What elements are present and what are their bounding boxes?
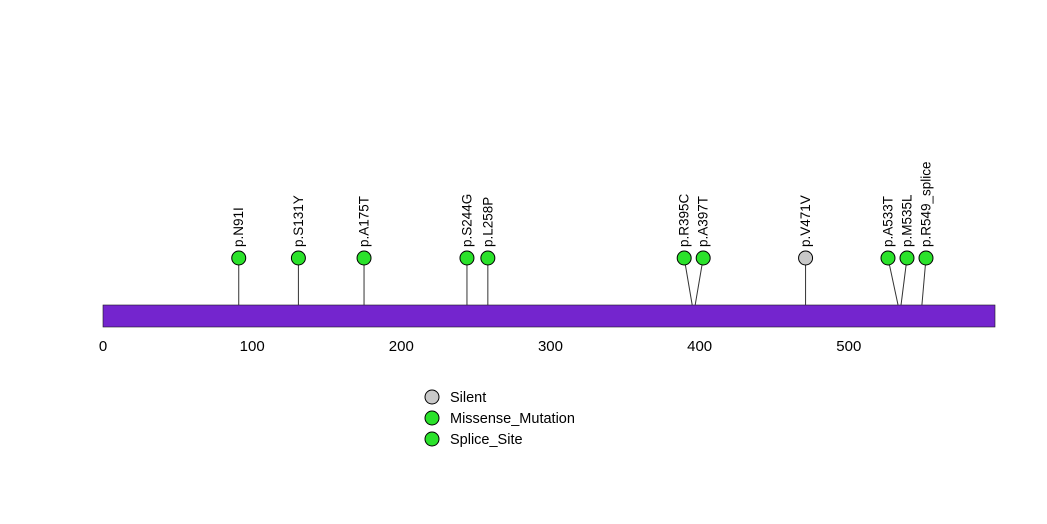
mutation-label: p.L258P (480, 197, 495, 247)
mutation-lollipop (480, 250, 496, 266)
mutation-label: p.N91I (231, 207, 246, 247)
mutation-label: p.M535L (899, 194, 914, 247)
mutation-stem (921, 257, 927, 306)
mutation-stem (887, 257, 899, 306)
x-axis-tick-label: 300 (538, 338, 563, 355)
x-axis-tick-label: 100 (240, 338, 265, 355)
mutation-lollipop (918, 250, 934, 266)
legend-swatch (424, 389, 440, 405)
mutation-lollipop (695, 250, 711, 266)
mutation-label: p.R395C (677, 193, 692, 247)
mutation-label: p.S244G (459, 194, 474, 247)
mutation-stem (900, 257, 908, 306)
legend-label: Splice_Site (450, 432, 523, 448)
x-axis-tick-label: 200 (389, 338, 414, 355)
mutation-label: p.A533T (880, 196, 895, 247)
mutation-lollipop (459, 250, 475, 266)
mutation-label: p.V471V (798, 195, 813, 247)
mutation-lollipop (356, 250, 372, 266)
mutation-label: p.A175T (357, 196, 372, 247)
mutation-label: p.A397T (696, 196, 711, 247)
gene-body-bar (102, 304, 996, 328)
legend-label: Missense_Mutation (450, 411, 575, 427)
mutation-lollipop (880, 250, 896, 266)
mutation-label: p.R549_splice (918, 161, 933, 247)
legend-swatch (424, 410, 440, 426)
mutation-stem (683, 257, 693, 306)
mutation-label: p.S131Y (291, 195, 306, 247)
legend-label: Silent (450, 390, 486, 406)
mutation-lollipop (290, 250, 306, 266)
x-axis-tick-label: 400 (687, 338, 712, 355)
mutation-lollipop (798, 250, 814, 266)
x-axis-tick-label: 0 (99, 338, 107, 355)
legend-swatch (424, 431, 440, 447)
mutation-lollipop (899, 250, 915, 266)
mutation-lollipop (676, 250, 692, 266)
mutation-lollipop (231, 250, 247, 266)
mutation-stem (694, 257, 704, 306)
x-axis-tick-label: 500 (836, 338, 861, 355)
